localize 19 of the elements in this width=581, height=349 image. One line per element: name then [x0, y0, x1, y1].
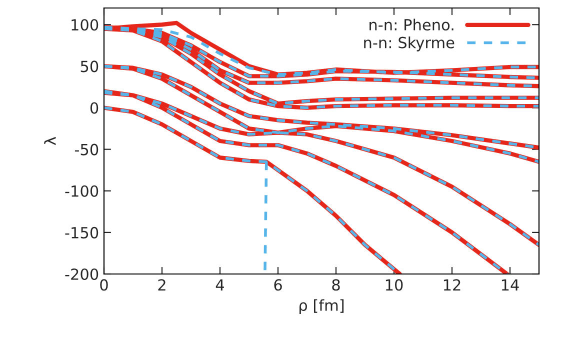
- x-tick-label: 8: [332, 279, 340, 291]
- x-tick-label: 6: [274, 279, 282, 291]
- x-tick-label: 0: [100, 279, 108, 291]
- y-tick-label: 50: [80, 60, 98, 72]
- y-tick-label: -200: [65, 268, 98, 280]
- x-tick-label: 4: [216, 279, 224, 290]
- x-tick-label: 2: [158, 279, 166, 290]
- y-tick-label: 0: [90, 102, 98, 114]
- y-tick-label: -50: [74, 144, 98, 156]
- x-tick-label: 12: [444, 279, 460, 290]
- legend-label: n-n: Pheno.: [370, 18, 454, 31]
- legend-label: n-n: Skyrme: [364, 36, 454, 52]
- x-axis-title: ρ [fm]: [300, 299, 344, 314]
- x-tick-label: 14: [502, 279, 519, 290]
- y-tick-label: -150: [65, 226, 98, 238]
- y-tick-label: -100: [65, 185, 98, 197]
- y-axis-title: λ: [44, 136, 56, 146]
- x-tick-label: 10: [386, 279, 403, 291]
- y-tick-label: 100: [72, 19, 98, 31]
